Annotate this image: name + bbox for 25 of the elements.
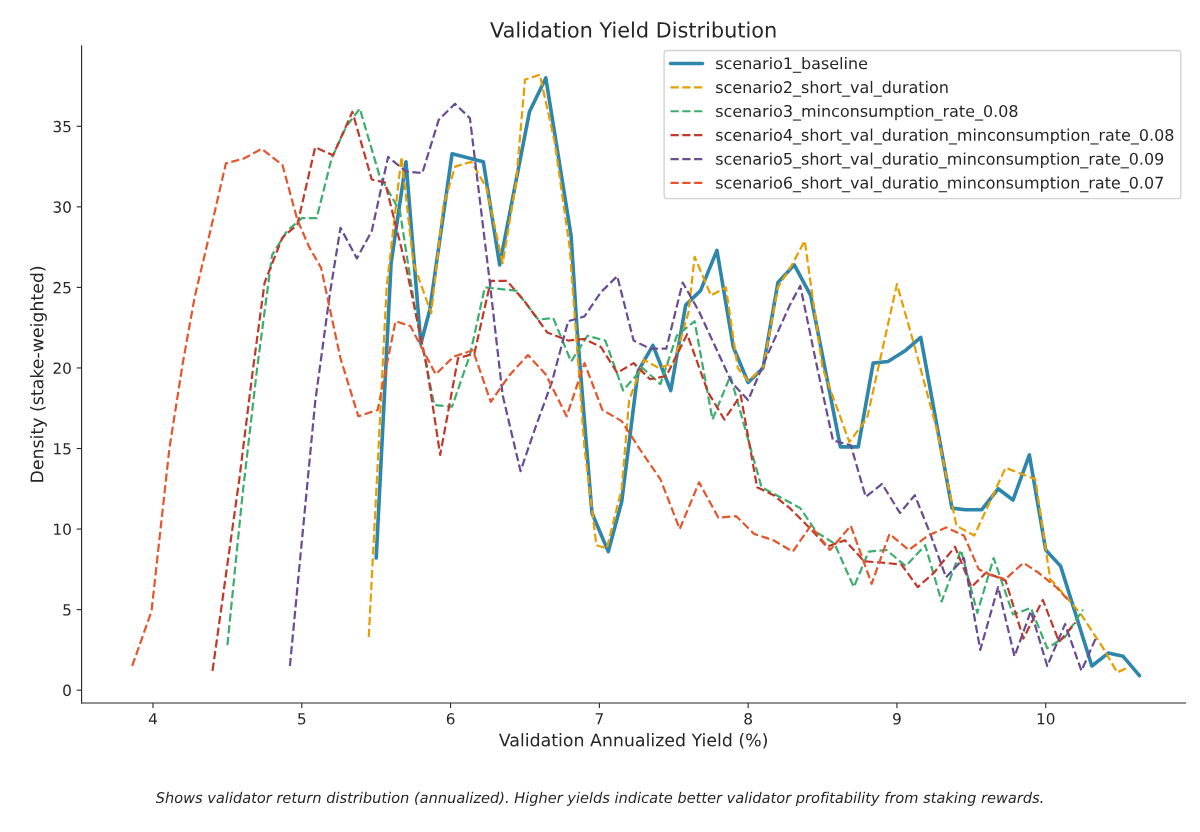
y-tick-label: 20 <box>53 362 71 374</box>
y-tick-label: 5 <box>63 604 71 616</box>
x-tick-label: 7 <box>595 713 603 725</box>
chart-title: Validation Yield Distribution <box>490 21 776 38</box>
x-tick-label: 10 <box>1037 713 1055 725</box>
y-tick-label: 30 <box>53 201 71 213</box>
legend-label: scenario1_baseline <box>716 56 868 73</box>
x-tick-label: 8 <box>744 713 752 725</box>
x-axis-title: Validation Annualized Yield (%) <box>498 733 767 749</box>
legend-label: scenario2_short_val_duration <box>716 80 948 97</box>
legend-label: scenario6_short_val_duratio_minconsumption_rate_0.07 <box>716 176 1163 193</box>
y-axis-title: Density (stake-weighted) <box>30 266 47 482</box>
legend-label: scenario4_short_val_duration_minconsumption_rate_0.08 <box>716 128 1174 145</box>
y-tick-label: 25 <box>53 281 71 294</box>
legend-label: scenario5_short_val_duratio_minconsumption_rate_0.09 <box>716 152 1164 169</box>
text: Shows validator return distribution (annualized). Higher yields indicate better validator profitability from staking rewards. <box>155 791 1043 806</box>
x-tick-label: 4 <box>148 713 158 725</box>
x-tick-label: 9 <box>893 713 901 725</box>
y-tick-label: 10 <box>54 523 71 536</box>
legend-label: scenario3_minconsumption_rate_0.08 <box>716 104 1018 121</box>
x-tick-label: 5 <box>298 713 306 725</box>
y-tick-label: 0 <box>63 684 71 697</box>
x-tick-label: 6 <box>446 713 455 725</box>
y-tick-label: 15 <box>54 443 71 455</box>
y-tick-label: 35 <box>53 120 71 133</box>
